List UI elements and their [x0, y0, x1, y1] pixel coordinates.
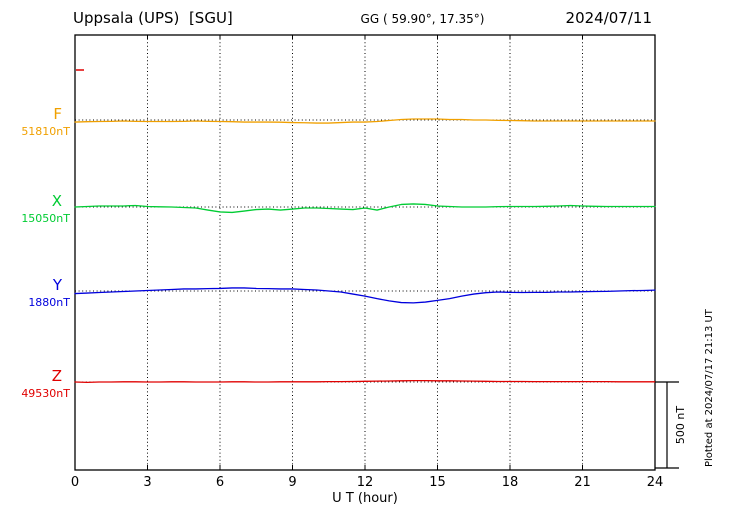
x-tick-label: 9 — [288, 475, 296, 490]
trace-F — [74, 118, 656, 124]
x-tick-label: 3 — [143, 475, 151, 490]
plotted-at-note: Plotted at 2024/07/17 21:13 UT — [704, 308, 715, 467]
channel-letter-X: X — [51, 192, 62, 210]
x-tick-label: 0 — [71, 475, 79, 490]
x-tick-label: 15 — [429, 475, 446, 490]
x-tick-label: 12 — [357, 475, 374, 490]
station-title: Uppsala (UPS) [SGU] — [73, 9, 233, 27]
x-tick-label: 6 — [216, 475, 224, 490]
x-axis-label: U T (hour) — [332, 491, 398, 506]
x-tick-label: 18 — [502, 475, 519, 490]
geo-coordinates-label: GG ( 59.90°, 17.35°) — [360, 12, 485, 26]
trace-Y — [74, 287, 656, 304]
channel-letter-Z: Z — [51, 367, 62, 385]
x-tick-label: 21 — [574, 475, 591, 490]
channel-letter-F: F — [53, 105, 62, 123]
trace-Z — [74, 379, 656, 383]
trace-X — [74, 203, 656, 214]
channel-letter-Y: Y — [52, 276, 62, 294]
channel-baseline-value-Z: 49530nT — [21, 387, 70, 400]
channel-baseline-value-X: 15050nT — [21, 212, 70, 225]
x-tick-label: 24 — [647, 475, 664, 490]
channel-baseline-value-Y: 1880nT — [28, 296, 70, 309]
channel-baseline-value-F: 51810nT — [21, 125, 70, 138]
plot-date: 2024/07/11 — [565, 9, 652, 27]
scalebar-label: 500 nT — [674, 406, 687, 444]
